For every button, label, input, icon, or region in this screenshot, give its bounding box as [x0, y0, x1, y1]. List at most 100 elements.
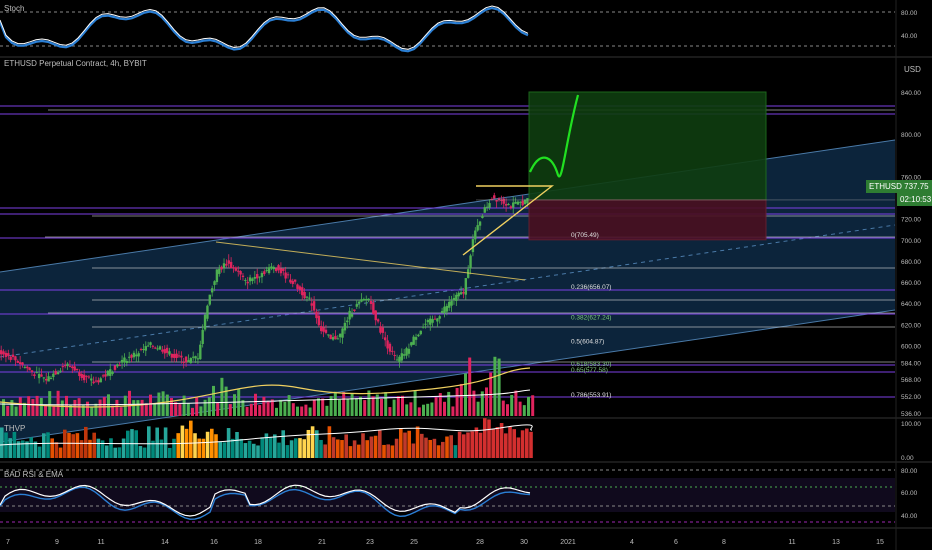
volume-bar [81, 405, 85, 416]
thvp-bar [504, 433, 508, 458]
candle-body [320, 326, 323, 332]
candle-body [490, 198, 494, 200]
thvp-bar [327, 426, 332, 458]
volume-bar [6, 405, 10, 416]
rsi-tick: 60.00 [901, 490, 918, 497]
candle-body [343, 322, 347, 331]
candle-body [260, 273, 264, 278]
candle-body [61, 366, 65, 368]
main-pane-title: ETHUSD Perpetual Contract, 4h, BYBIT [4, 59, 147, 68]
volume-bar [73, 399, 77, 416]
candle-body [97, 380, 100, 383]
volume-bar [136, 400, 140, 416]
volume-bar [60, 400, 64, 416]
price-tick: 800.00 [901, 132, 921, 139]
candle-body [59, 370, 62, 372]
stop-zone [528, 199, 767, 241]
rsi-line [0, 484, 531, 517]
channel-bottom [0, 309, 896, 443]
thvp-bar [285, 445, 290, 458]
candle-body [431, 319, 434, 323]
candle-body [298, 286, 302, 290]
candle-body [438, 316, 441, 319]
volume-bar [283, 401, 287, 416]
volume-bar [86, 401, 89, 416]
candle-body [173, 353, 176, 358]
volume-bar [203, 399, 207, 416]
volume-bar [518, 401, 522, 416]
volume-bar [287, 395, 291, 416]
candle-body [488, 203, 491, 208]
volume-bar [140, 399, 144, 416]
candle-body [495, 200, 498, 202]
volume-bar [506, 404, 509, 416]
volume-bar [527, 396, 530, 416]
currency-label: USD [904, 65, 921, 74]
candle-body [28, 367, 31, 371]
candle-body [144, 346, 147, 351]
candle-body [213, 281, 216, 285]
volume-bar [409, 402, 413, 416]
drawings[interactable] [215, 91, 895, 281]
thvp-bar [432, 438, 437, 458]
price-tick: 700.00 [901, 238, 921, 245]
thvp-bar [243, 443, 248, 458]
volume-bar [115, 399, 119, 416]
thvp-bar [172, 438, 176, 458]
time-tick: 2021 [560, 539, 576, 546]
candle-body [433, 318, 437, 320]
volume-ma [0, 367, 531, 408]
volume-bar [228, 404, 232, 416]
candle-body [56, 372, 60, 375]
countdown-text: 02:10:53 [900, 195, 932, 204]
volume-bar [170, 398, 173, 416]
thvp-bar [0, 427, 4, 458]
thvp-tick: 100.00 [901, 421, 921, 428]
time-tick: 25 [410, 539, 418, 546]
candle-body [101, 375, 105, 377]
candle-body [305, 296, 309, 298]
time-tick: 11 [788, 539, 795, 546]
volume-bar [220, 377, 224, 416]
candle-body [317, 315, 321, 326]
target-zone [528, 91, 767, 201]
candle-body [476, 225, 479, 231]
candle-body [274, 268, 278, 272]
volume-bar [132, 400, 136, 416]
candle-body [71, 366, 74, 369]
candle-body [161, 349, 164, 352]
volume-bar [350, 393, 354, 416]
candle-body [521, 200, 524, 206]
candle-body [436, 318, 439, 322]
volume-bar [233, 394, 236, 416]
rsi-pane: 80.00 60.00 40.00 [0, 468, 918, 523]
candle-body [52, 373, 55, 378]
candle-body [312, 301, 316, 311]
time-tick: 7 [6, 539, 10, 546]
thvp-bar [466, 432, 470, 458]
volume-bar [451, 406, 455, 416]
candle-body [291, 280, 294, 284]
candle-body [42, 377, 46, 379]
candle-body [450, 300, 453, 306]
candle-body [175, 353, 178, 358]
volume-bar [321, 398, 325, 416]
volume-bar [178, 404, 182, 416]
candle-body [519, 201, 522, 203]
candle-body [113, 365, 117, 370]
thvp-bar [424, 437, 428, 458]
thvp-bar [428, 439, 432, 458]
candle-body [459, 292, 463, 295]
volume-bar [455, 387, 459, 416]
stoch-tick: 80.00 [901, 10, 918, 17]
volume-bar [480, 391, 484, 416]
volume-bar [212, 385, 215, 416]
thvp-bar [277, 442, 281, 458]
volume-bar [35, 395, 39, 416]
thvp-bar [369, 436, 374, 458]
volume-bar [94, 403, 98, 416]
candle-body [123, 357, 126, 363]
volume-bar [2, 399, 5, 416]
candle-body [170, 353, 174, 358]
